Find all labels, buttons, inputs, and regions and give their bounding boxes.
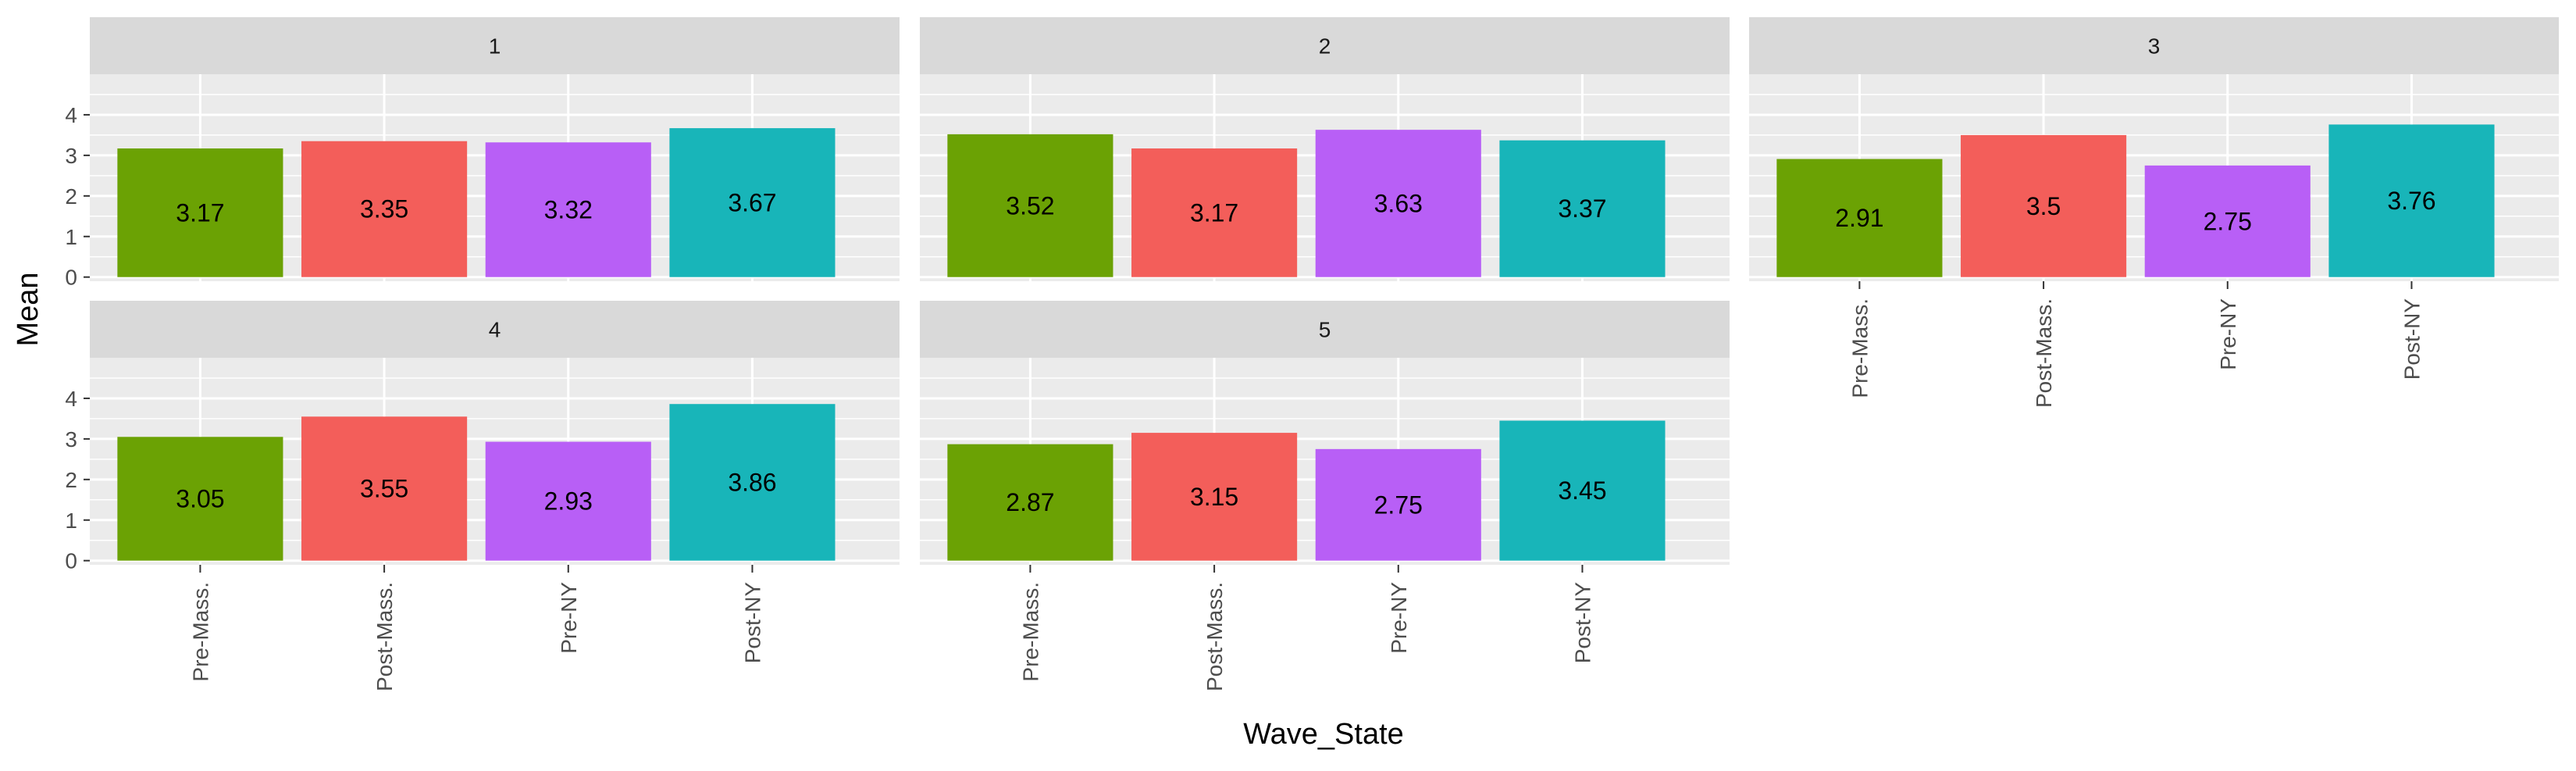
- bar: [117, 437, 283, 561]
- bar: [947, 444, 1113, 561]
- facet-panel-1: 1 0 1 2 3 4 3.17 3.35 3.32 3.67: [65, 17, 900, 290]
- bar: [1131, 433, 1298, 561]
- bar: [1961, 134, 2127, 277]
- y-tick-label: 3: [65, 427, 77, 452]
- facet-strip: [920, 17, 1730, 74]
- bar-value-label: 2.75: [2204, 207, 2252, 235]
- facet-panel-4: 4 0 1 2 3 4 3.05 3.55 2.93 3.86: [65, 301, 900, 573]
- y-tick-label: 2: [65, 468, 77, 492]
- bar: [947, 134, 1113, 277]
- bar-value-label: 3.37: [1558, 195, 1606, 223]
- bar: [669, 128, 836, 277]
- x-tick-label: Pre-NY: [1387, 582, 1411, 654]
- bar: [1315, 448, 1481, 561]
- bar: [669, 404, 836, 561]
- bar-value-label: 2.75: [1374, 491, 1423, 519]
- x-tick-label: Post-NY: [1570, 582, 1594, 664]
- y-tick-label: 0: [65, 549, 77, 573]
- facet-strip: [90, 17, 900, 74]
- facet-strip-label: 2: [1319, 34, 1331, 59]
- bar: [485, 142, 651, 277]
- bar: [1315, 130, 1481, 277]
- bar-value-label: 3.55: [360, 475, 408, 503]
- bar-value-label: 3.86: [728, 468, 776, 496]
- x-axis-facet-3: Pre-Mass. Post-Mass. Pre-NY Post-NY: [1847, 281, 2424, 408]
- y-tick-label: 3: [65, 144, 77, 168]
- x-tick-label: Post-Mass.: [1202, 582, 1227, 691]
- y-tick-label: 2: [65, 184, 77, 209]
- facet-strip-label: 1: [489, 34, 501, 59]
- x-tick-label: Pre-Mass.: [1847, 298, 1872, 398]
- y-axis-title: Mean: [12, 272, 45, 346]
- bar-value-label: 3.5: [2026, 192, 2061, 220]
- bar-value-label: 3.17: [1190, 198, 1238, 227]
- x-tick-label: Pre-NY: [2216, 298, 2240, 370]
- facet-strip: [920, 301, 1730, 358]
- bar: [1131, 148, 1298, 277]
- x-tick-label: Pre-NY: [557, 582, 581, 654]
- y-tick-label: 1: [65, 225, 77, 249]
- x-tick-label: Pre-Mass.: [1018, 582, 1042, 682]
- bar-value-label: 3.63: [1374, 189, 1423, 217]
- bar-value-label: 2.87: [1006, 488, 1054, 516]
- x-axis-title: Wave_State: [1243, 718, 1404, 751]
- y-tick-label: 1: [65, 509, 77, 533]
- facet-panel-5: 5 2.87 3.15 2.75 3.45: [920, 301, 1730, 565]
- x-tick-label: Pre-Mass.: [188, 582, 212, 682]
- bar-value-label: 3.32: [544, 195, 593, 223]
- bar-value-label: 3.15: [1190, 483, 1238, 511]
- x-tick-label: Post-Mass.: [372, 582, 397, 691]
- facet-panel-3: 3 2.91 3.5 2.75 3.76: [1749, 17, 2559, 281]
- bar: [117, 148, 283, 277]
- bar: [2144, 165, 2311, 277]
- x-tick-label: Post-NY: [740, 582, 764, 664]
- bar: [1499, 140, 1666, 277]
- bar: [485, 441, 651, 561]
- bar: [1776, 159, 1943, 277]
- bar-value-label: 3.35: [360, 195, 408, 223]
- x-tick-label: Post-Mass.: [2032, 298, 2056, 408]
- bar: [1499, 420, 1666, 561]
- x-axes: Pre-Mass. Post-Mass. Pre-NY Post-NYPre-Mass…: [188, 281, 2424, 691]
- facet-strip: [1749, 17, 2559, 74]
- bar: [2328, 124, 2495, 277]
- facet-strip-label: 4: [489, 318, 501, 342]
- bar: [301, 141, 468, 277]
- y-tick-label: 4: [65, 387, 77, 411]
- bar-value-label: 2.93: [544, 487, 593, 516]
- y-tick-label: 4: [65, 103, 77, 127]
- facet-strip-label: 5: [1319, 318, 1331, 342]
- x-axis-facet-4: Pre-Mass. Post-Mass. Pre-NY Post-NY: [188, 565, 764, 691]
- x-axis-facet-5: Pre-Mass. Post-Mass. Pre-NY Post-NY: [1018, 565, 1594, 691]
- bar-value-label: 3.05: [176, 484, 224, 512]
- x-tick-label: Post-NY: [2400, 298, 2424, 380]
- facet-strip: [90, 301, 900, 358]
- bar-value-label: 3.45: [1558, 477, 1606, 505]
- bar-value-label: 3.67: [728, 188, 776, 216]
- facet-panel-2: 2 3.52 3.17 3.63 3.37: [920, 17, 1730, 281]
- y-tick-label: 0: [65, 266, 77, 290]
- bar-value-label: 3.17: [176, 198, 224, 227]
- bar-value-label: 3.52: [1006, 191, 1054, 220]
- bar-value-label: 2.91: [1835, 204, 1883, 232]
- facet-strip-label: 3: [2148, 34, 2161, 59]
- bar-value-label: 3.76: [2387, 187, 2435, 215]
- bar: [301, 416, 468, 561]
